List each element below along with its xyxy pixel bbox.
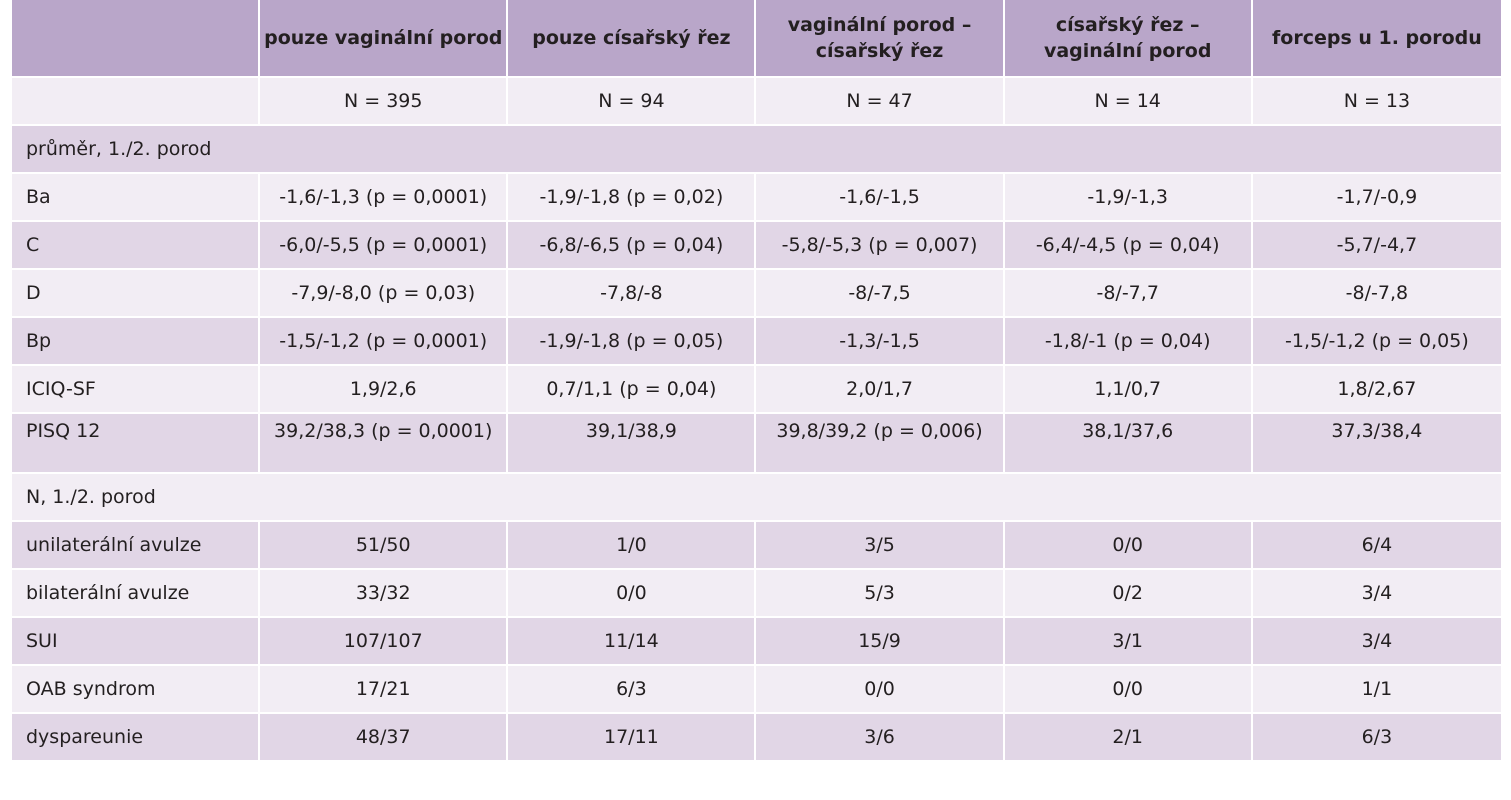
row-label: PISQ 12 [12,414,261,474]
n-count-cell: N = 395 [260,78,509,126]
table-cell: -6,8/-6,5 (p = 0,04) [508,222,757,270]
n-count-cell: N = 13 [1252,78,1501,126]
n-count-row: N = 395 N = 94 N = 47 N = 14 N = 13 [12,78,1501,126]
row-label: Bp [12,318,261,366]
table-cell: 39,8/39,2 (p = 0,006) [756,414,1005,474]
table-row: dyspareunie 48/37 17/11 3/6 2/1 6/3 [12,714,1501,762]
table-cell: -5,7/-4,7 [1252,222,1501,270]
table-cell: -8/-7,8 [1252,270,1501,318]
table-cell: -6,4/-4,5 (p = 0,04) [1004,222,1253,270]
table-cell: 0/2 [1004,570,1253,618]
n-count-cell: N = 47 [756,78,1005,126]
header-cesarean-only: pouze císařský řez [508,0,757,78]
header-cesarean-then-vaginal: císařský řez – vaginální porod [1004,0,1253,78]
table-cell: -6,0/-5,5 (p = 0,0001) [260,222,509,270]
header-vaginal-then-cesarean: vaginální porod – císařský řez [756,0,1005,78]
table-cell: 3/1 [1004,618,1253,666]
table-cell: 0,7/1,1 (p = 0,04) [508,366,757,414]
table-cell: -7,8/-8 [508,270,757,318]
table-cell: 17/11 [508,714,757,762]
table-row: ICIQ-SF 1,9/2,6 0,7/1,1 (p = 0,04) 2,0/1… [12,366,1501,414]
section-row-averages: průměr, 1./2. porod [12,126,1501,174]
table-cell: 17/21 [260,666,509,714]
table-cell: -1,5/-1,2 (p = 0,05) [1252,318,1501,366]
table-cell: -1,6/-1,5 [756,174,1005,222]
table-cell: 0/0 [1004,522,1253,570]
table-cell: 38,1/37,6 [1004,414,1253,474]
table-cell: 1,9/2,6 [260,366,509,414]
table-cell: 0/0 [756,666,1005,714]
section-row-counts: N, 1./2. porod [12,474,1501,522]
table-cell: -8/-7,7 [1004,270,1253,318]
table-wrapper: pouze vaginální porod pouze císařský řez… [12,0,1501,762]
table-cell: -1,9/-1,3 [1004,174,1253,222]
table-cell: -1,9/-1,8 (p = 0,05) [508,318,757,366]
header-empty-cell [12,0,261,78]
table-cell: 6/4 [1252,522,1501,570]
row-label: D [12,270,261,318]
table-cell: 15/9 [756,618,1005,666]
table-row: Bp -1,5/-1,2 (p = 0,0001) -1,9/-1,8 (p =… [12,318,1501,366]
table-cell: 2,0/1,7 [756,366,1005,414]
table-cell: 3/4 [1252,570,1501,618]
row-label: C [12,222,261,270]
row-label: unilaterální avulze [12,522,261,570]
table-row: C -6,0/-5,5 (p = 0,0001) -6,8/-6,5 (p = … [12,222,1501,270]
table-row: PISQ 12 39,2/38,3 (p = 0,0001) 39,1/38,9… [12,414,1501,474]
table-cell: 1,8/2,67 [1252,366,1501,414]
table-cell: 3/6 [756,714,1005,762]
table-cell: 39,2/38,3 (p = 0,0001) [260,414,509,474]
table-cell: -1,8/-1 (p = 0,04) [1004,318,1253,366]
table-cell: 51/50 [260,522,509,570]
table-cell: 1,1/0,7 [1004,366,1253,414]
table-row: OAB syndrom 17/21 6/3 0/0 0/0 1/1 [12,666,1501,714]
row-label: OAB syndrom [12,666,261,714]
table-cell: -7,9/-8,0 (p = 0,03) [260,270,509,318]
header-forceps-first: forceps u 1. porodu [1252,0,1501,78]
n-count-label [12,78,261,126]
table-cell: 39,1/38,9 [508,414,757,474]
table-cell: 6/3 [508,666,757,714]
table-cell: 0/0 [508,570,757,618]
table-cell: 3/4 [1252,618,1501,666]
row-label: Ba [12,174,261,222]
table-cell: 37,3/38,4 [1252,414,1501,474]
table-row: bilaterální avulze 33/32 0/0 5/3 0/2 3/4 [12,570,1501,618]
table-cell: -8/-7,5 [756,270,1005,318]
table-cell: 0/0 [1004,666,1253,714]
table-cell: 33/32 [260,570,509,618]
table-cell: 1/1 [1252,666,1501,714]
row-label: ICIQ-SF [12,366,261,414]
table-row: D -7,9/-8,0 (p = 0,03) -7,8/-8 -8/-7,5 -… [12,270,1501,318]
table-cell: -5,8/-5,3 (p = 0,007) [756,222,1005,270]
table-cell: 5/3 [756,570,1005,618]
results-table: pouze vaginální porod pouze císařský řez… [12,0,1501,762]
table-row: SUI 107/107 11/14 15/9 3/1 3/4 [12,618,1501,666]
row-label: bilaterální avulze [12,570,261,618]
table-cell: -1,9/-1,8 (p = 0,02) [508,174,757,222]
table-cell: 11/14 [508,618,757,666]
table-row: Ba -1,6/-1,3 (p = 0,0001) -1,9/-1,8 (p =… [12,174,1501,222]
table-cell: -1,5/-1,2 (p = 0,0001) [260,318,509,366]
row-label: SUI [12,618,261,666]
section-label-counts: N, 1./2. porod [12,474,1501,522]
table-cell: 2/1 [1004,714,1253,762]
table-cell: 48/37 [260,714,509,762]
row-label: dyspareunie [12,714,261,762]
section-label-averages: průměr, 1./2. porod [12,126,1501,174]
n-count-cell: N = 14 [1004,78,1253,126]
table-row: unilaterální avulze 51/50 1/0 3/5 0/0 6/… [12,522,1501,570]
table-cell: 3/5 [756,522,1005,570]
table-cell: -1,6/-1,3 (p = 0,0001) [260,174,509,222]
header-vaginal-only: pouze vaginální porod [260,0,509,78]
header-row: pouze vaginální porod pouze císařský řez… [12,0,1501,78]
n-count-cell: N = 94 [508,78,757,126]
table-cell: 107/107 [260,618,509,666]
table-cell: -1,3/-1,5 [756,318,1005,366]
table-cell: -1,7/-0,9 [1252,174,1501,222]
table-cell: 1/0 [508,522,757,570]
table-cell: 6/3 [1252,714,1501,762]
